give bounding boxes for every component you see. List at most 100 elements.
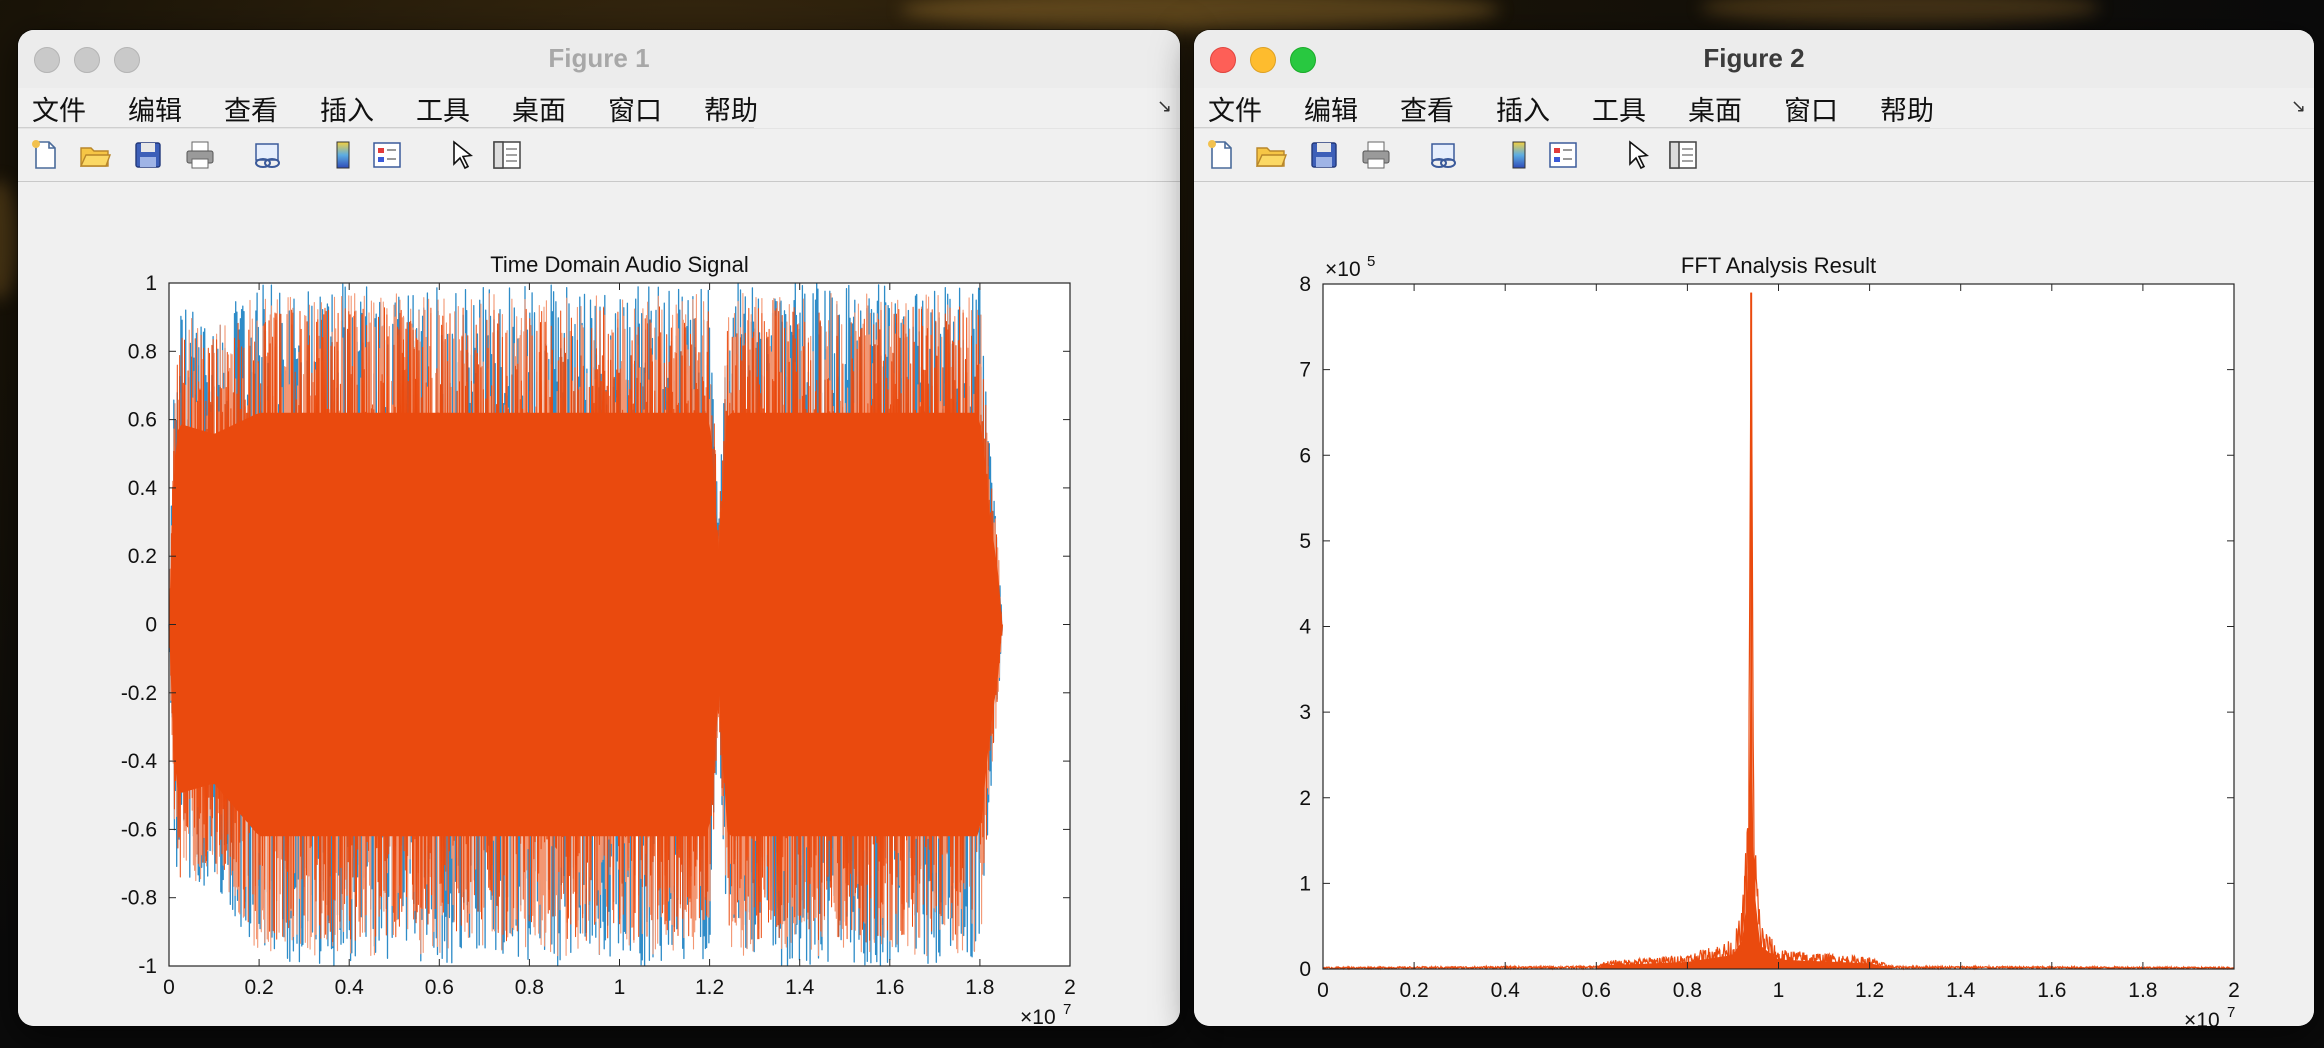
y-axis-multiplier: ×10 [1325,258,1361,281]
x-tick-label: 0 [163,976,175,999]
plot-area [1323,284,2234,969]
menu-tools[interactable]: 工具 [1592,95,1646,126]
save-icon[interactable] [131,138,165,172]
y-tick-label: 0.6 [128,409,157,432]
wallpaper-glow [0,180,20,300]
insert-legend-icon[interactable] [370,138,404,172]
window-controls [34,47,140,73]
y-tick-label: 1 [145,272,157,295]
x-tick-label: 0.4 [1491,979,1521,1002]
minimize-button[interactable] [74,47,100,73]
y-tick-label: -1 [138,955,157,978]
menu-desktop[interactable]: 桌面 [1688,95,1742,126]
menu-tools[interactable]: 工具 [416,95,470,126]
open-file-icon[interactable] [78,138,112,172]
figure1-titlebar[interactable]: Figure 1 [18,30,1180,88]
x-tick-label: 0.2 [1399,979,1428,1002]
x-axis-multiplier: ×10 [1020,1006,1056,1026]
property-inspector-icon[interactable] [490,138,524,172]
new-figure-icon[interactable] [1204,138,1238,172]
y-tick-label: 5 [1299,530,1311,553]
wallpaper-glow [1700,0,2100,25]
y-tick-label: 8 [1299,273,1311,296]
menu-edit[interactable]: 编辑 [1304,95,1358,126]
print-icon[interactable] [183,138,217,172]
figure1-canvas: Time Domain Audio Signal 0 0.2 0.4 0.6 0.8 1 1.… [18,182,1180,1026]
close-button[interactable] [1210,47,1236,73]
y-tick-label: 1 [1299,872,1311,895]
window-title: Figure 1 [548,43,650,73]
minimize-button[interactable] [1250,47,1276,73]
x-tick-label: 1.4 [1946,979,1976,1002]
y-tick-label: 0.2 [128,545,157,568]
menu-window[interactable]: 窗口 [1784,95,1838,126]
figure2-canvas: FFT Analysis Result 0 0.2 0.4 0.6 0.8 1 1.2 1.4 1… [1194,182,2314,1026]
window-controls [1210,47,1316,73]
open-file-icon[interactable] [1254,138,1288,172]
menu-insert[interactable]: 插入 [1496,95,1550,126]
x-tick-label: 0.2 [244,976,273,999]
menu-bar: 文件 编辑 查看 插入 工具 桌面 窗口 帮助 ↘ [18,88,1180,128]
y-tick-label: 6 [1299,444,1311,467]
x-tick-label: 1.8 [2128,979,2157,1002]
y-tick-label: -0.8 [121,887,157,910]
chart-title: Time Domain Audio Signal [490,252,748,277]
pointer-icon[interactable] [444,138,478,172]
y-tick-label: 4 [1299,616,1311,639]
property-inspector-icon[interactable] [1666,138,1700,172]
x-tick-label: 0.6 [1582,979,1611,1002]
menu-edit[interactable]: 编辑 [128,95,182,126]
x-tick-label: 0 [1317,979,1329,1002]
y-tick-label: -0.4 [121,750,158,773]
zoom-button[interactable] [1290,47,1316,73]
menu-file[interactable]: 文件 [1208,95,1262,126]
x-tick-label: 0.6 [425,976,454,999]
x-tick-label: 1 [1773,979,1785,1002]
menu-divider [18,127,754,128]
insert-colorbar-icon[interactable] [1502,138,1536,172]
x-tick-label: 0.8 [515,976,544,999]
print-icon[interactable] [1359,138,1393,172]
y-axis-multiplier-exponent: 5 [1367,253,1375,270]
dock-figure-icon[interactable]: ↘ [1156,96,1172,116]
x-tick-label: 1.2 [1855,979,1884,1002]
pointer-icon[interactable] [1620,138,1654,172]
time-domain-chart[interactable]: Time Domain Audio Signal 0 0.2 0.4 0.6 0.8 1 1.… [18,182,1180,1026]
x-tick-label: 1.6 [875,976,904,999]
menu-desktop[interactable]: 桌面 [512,95,566,126]
new-figure-icon[interactable] [28,138,62,172]
fft-chart[interactable]: FFT Analysis Result 0 0.2 0.4 0.6 0.8 1 1.2 1.4 1… [1194,182,2314,1026]
figure2-window: Figure 2 文件 编辑 查看 插入 工具 桌面 窗口 帮助 ↘ FFT A… [1194,30,2314,1026]
x-tick-label: 1.8 [965,976,994,999]
save-icon[interactable] [1307,138,1341,172]
menu-file[interactable]: 文件 [32,95,86,126]
insert-colorbar-icon[interactable] [326,138,360,172]
x-tick-label: 2 [1064,976,1076,999]
menu-help[interactable]: 帮助 [1880,95,1934,126]
menu-view[interactable]: 查看 [224,95,278,126]
figure-toolbar [1194,128,2314,182]
menu-help[interactable]: 帮助 [704,95,758,126]
window-title: Figure 2 [1703,43,1805,73]
y-tick-label: 0.8 [128,340,157,363]
figure2-titlebar[interactable]: Figure 2 [1194,30,2314,88]
link-plot-icon[interactable] [250,138,284,172]
y-tick-label: -0.2 [121,682,157,705]
x-tick-label: 0.8 [1673,979,1702,1002]
x-tick-label: 1 [614,976,626,999]
menu-insert[interactable]: 插入 [320,95,374,126]
insert-legend-icon[interactable] [1546,138,1580,172]
menu-divider [1194,127,1930,128]
close-button[interactable] [34,47,60,73]
figure-toolbar [18,128,1180,182]
link-plot-icon[interactable] [1426,138,1460,172]
x-axis-multiplier-exponent: 7 [1063,1001,1071,1018]
x-tick-label: 1.4 [785,976,815,999]
y-tick-label: 2 [1299,787,1311,810]
menu-view[interactable]: 查看 [1400,95,1454,126]
wallpaper-glow [900,0,1500,30]
dock-figure-icon[interactable]: ↘ [2290,96,2306,116]
y-tick-label: -0.6 [121,818,157,841]
menu-window[interactable]: 窗口 [608,95,662,126]
zoom-button[interactable] [114,47,140,73]
